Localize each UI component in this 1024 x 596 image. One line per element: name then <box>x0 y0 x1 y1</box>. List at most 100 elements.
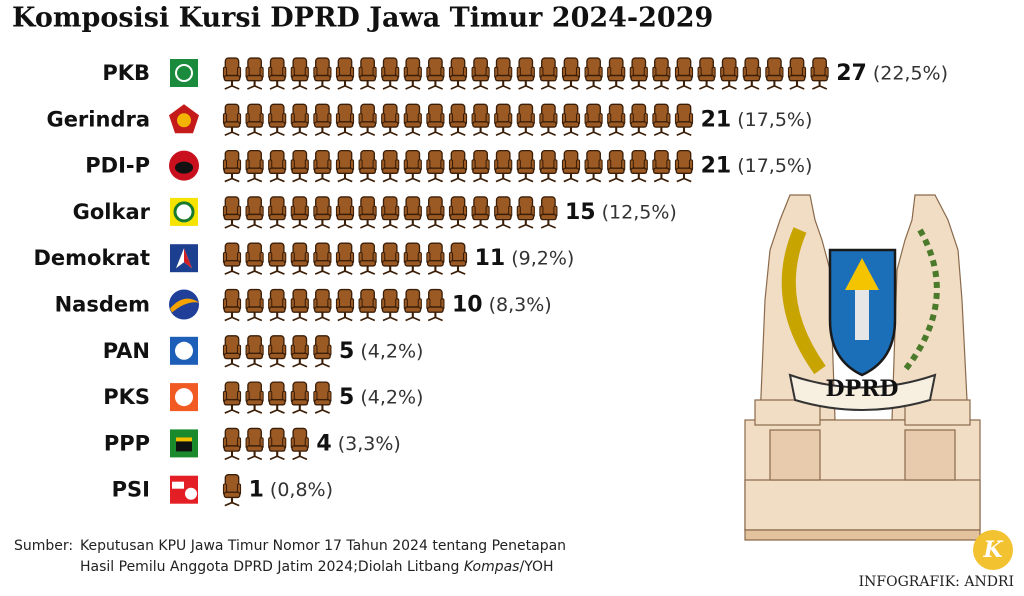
chair-icon <box>674 57 694 90</box>
row: PAN 5 (4,2%) <box>103 334 423 368</box>
chair-icon <box>403 103 423 137</box>
chair-icon <box>493 196 513 229</box>
chair-icon <box>629 103 649 137</box>
value-label: 21 <box>701 154 732 179</box>
chair-icon <box>222 334 242 368</box>
chair-icon <box>380 103 400 137</box>
chair-icon <box>538 57 558 90</box>
chair-icon <box>403 242 423 276</box>
party-logo <box>177 113 191 128</box>
chair-icon <box>719 57 739 90</box>
share-label: (22,5%) <box>873 63 948 85</box>
chair-icon <box>493 103 513 137</box>
chair-icon <box>380 149 400 183</box>
category-label: PAN <box>103 339 150 363</box>
chair-icon <box>290 103 310 137</box>
chair-icon <box>425 57 445 90</box>
chair-icon <box>267 196 287 229</box>
chair-icon <box>561 57 581 90</box>
chair-icon <box>245 242 265 276</box>
chair-icon <box>245 334 265 368</box>
chair-icon <box>448 196 468 229</box>
chair-icon <box>448 103 468 137</box>
chair-icon <box>222 149 242 183</box>
category-label: Gerindra <box>46 107 150 131</box>
share-label: (4,2%) <box>360 387 423 409</box>
chair-icon <box>380 242 400 276</box>
chair-icon <box>312 288 332 322</box>
chair-row <box>222 149 694 183</box>
chair-icon <box>538 103 558 137</box>
value-label: 4 <box>316 431 331 456</box>
chair-icon <box>335 196 355 229</box>
chair-icon <box>245 427 265 461</box>
chair-icon <box>358 149 378 183</box>
chair-icon <box>312 242 332 276</box>
chair-icon <box>312 57 332 90</box>
value-label: 1 <box>249 478 264 503</box>
category-label: PDI-P <box>85 154 150 178</box>
emblem-text: DPRD <box>826 376 899 402</box>
chair-icon <box>312 381 332 414</box>
chair-icon <box>267 427 287 461</box>
chair-icon <box>448 57 468 90</box>
chair-icon <box>245 288 265 322</box>
chair-icon <box>245 381 265 414</box>
chair-icon <box>584 103 604 137</box>
value-label: 5 <box>339 385 354 410</box>
chair-icon <box>425 288 445 322</box>
chair-icon <box>561 149 581 183</box>
source-line: Keputusan KPU Jawa Timur Nomor 17 Tahun … <box>80 538 566 554</box>
chair-icon <box>538 149 558 183</box>
chair-icon <box>312 149 332 183</box>
category-label: Golkar <box>73 200 151 224</box>
value-label: 27 <box>836 61 867 86</box>
chair-row <box>222 103 694 137</box>
party-logo <box>175 341 193 360</box>
chair-icon <box>471 149 491 183</box>
chair-row <box>222 196 558 229</box>
share-label: (0,8%) <box>270 479 333 501</box>
chair-icon <box>267 381 287 414</box>
chair-icon <box>651 57 671 90</box>
category-label: Nasdem <box>55 293 150 317</box>
chair-icon <box>764 57 784 90</box>
source-part: Hasil Pemilu Anggota DPRD Jatim 2024;Dio… <box>80 559 464 575</box>
chair-icon <box>380 57 400 90</box>
chair-icon <box>290 381 310 414</box>
credit: INFOGRAFIK: ANDRI <box>859 574 1014 590</box>
chair-icon <box>290 427 310 461</box>
chair-icon <box>245 103 265 137</box>
chair-icon <box>222 288 242 322</box>
row: PPP 4 (3,3%) <box>104 427 401 461</box>
chair-icon <box>290 196 310 229</box>
chair-icon <box>651 149 671 183</box>
chair-icon <box>222 427 242 461</box>
chair-icon <box>606 103 626 137</box>
chair-row <box>222 334 332 368</box>
chair-icon <box>267 334 287 368</box>
value-label: 15 <box>565 200 596 225</box>
chair-icon <box>425 196 445 229</box>
chair-icon <box>358 103 378 137</box>
chair-icon <box>629 149 649 183</box>
source-part: /YOH <box>519 559 553 575</box>
chair-icon <box>335 57 355 90</box>
category-label: Demokrat <box>33 246 150 270</box>
chair-icon <box>425 103 445 137</box>
rows: PKB 27 (22,5%)Gerindra 21 (17,5%)PDI-P 21 (17,… <box>33 57 948 507</box>
chair-row <box>222 57 830 90</box>
value-label: 11 <box>475 246 506 271</box>
source-part: Kompas <box>464 559 520 575</box>
chair-icon <box>222 381 242 414</box>
chair-icon <box>222 242 242 276</box>
chair-icon <box>516 196 536 229</box>
category-label: PKS <box>103 385 150 409</box>
share-label: (12,5%) <box>602 201 677 223</box>
chair-icon <box>245 196 265 229</box>
chair-icon <box>425 149 445 183</box>
chair-icon <box>448 242 468 276</box>
share-label: (17,5%) <box>737 155 812 177</box>
chair-icon <box>267 149 287 183</box>
chair-icon <box>403 149 423 183</box>
